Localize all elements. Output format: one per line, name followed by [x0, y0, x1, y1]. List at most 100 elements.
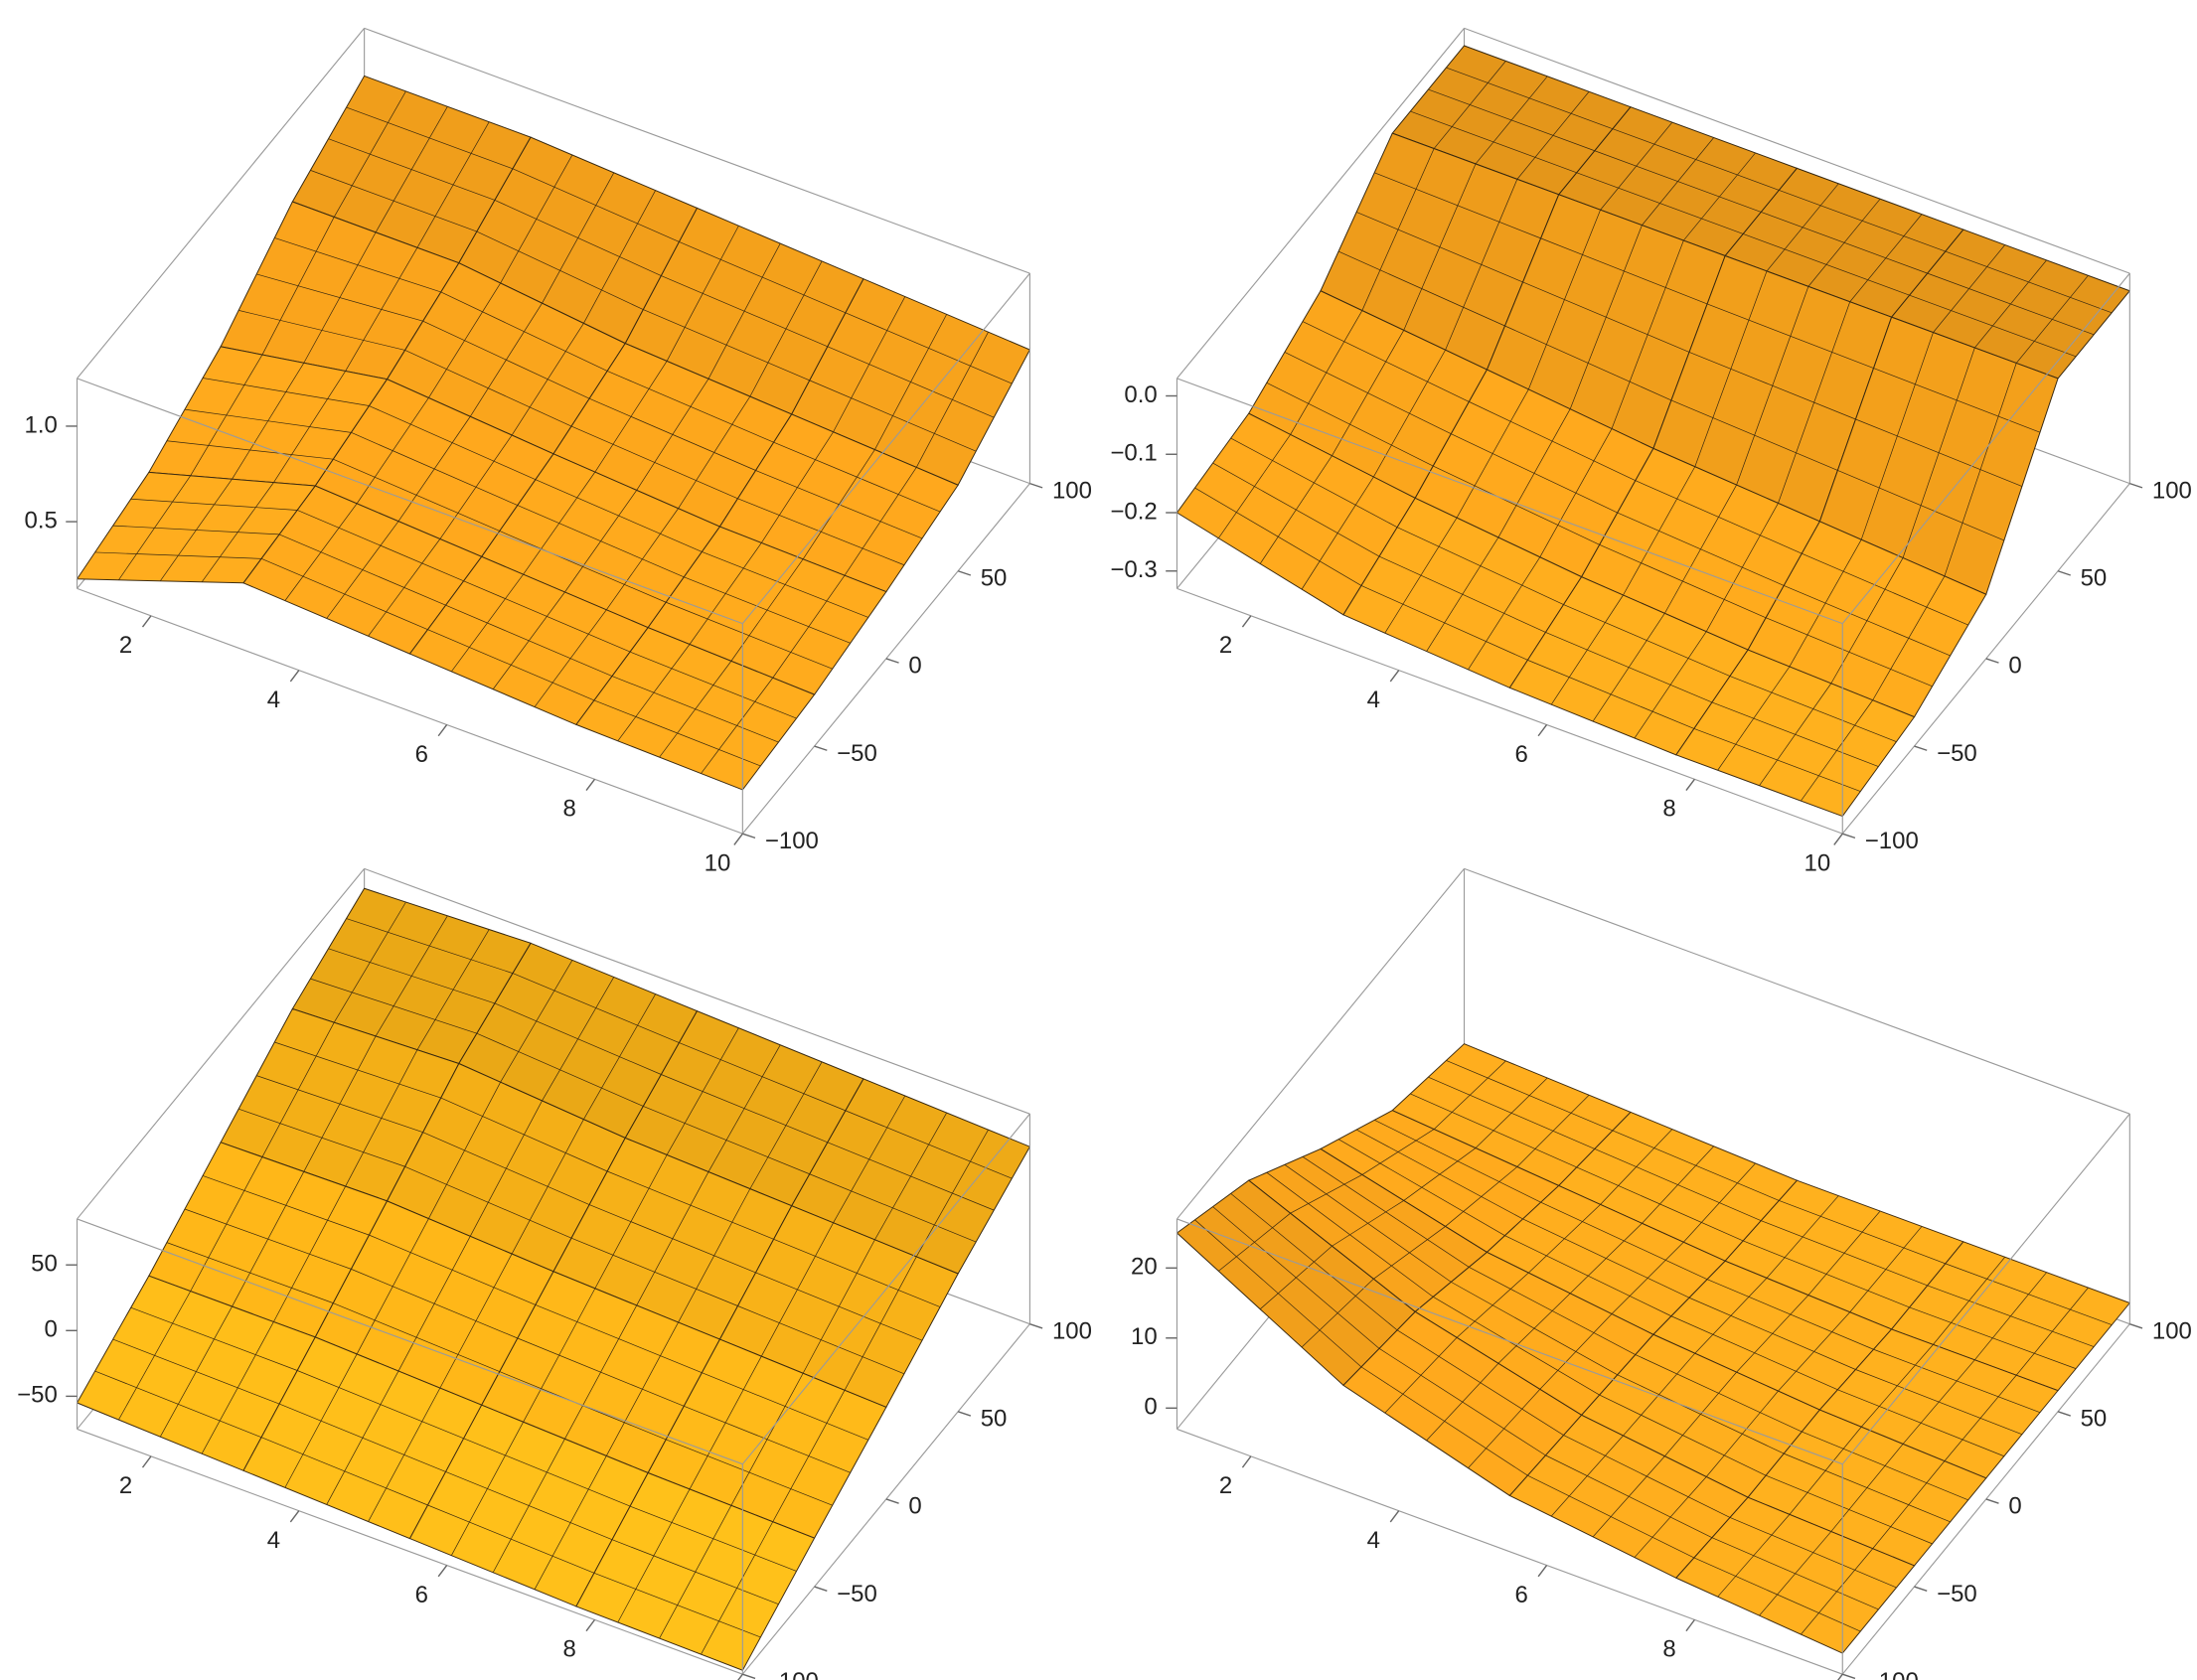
mesh-line [345, 247, 418, 372]
mesh-line [1778, 301, 1851, 504]
mesh-line [1396, 527, 1564, 605]
mesh-line [1355, 212, 1523, 283]
mesh-line [1635, 1354, 1803, 1433]
mesh-line [1545, 632, 1713, 703]
box-edge [1177, 1428, 1843, 1675]
box-edge [364, 867, 1030, 1115]
mesh-line [606, 508, 679, 611]
mesh-line [1784, 1452, 1951, 1523]
mesh-line [368, 1387, 441, 1522]
box-edge [77, 868, 366, 1220]
mesh-line [201, 482, 274, 582]
box-edge [1177, 378, 1843, 625]
y-tick-label: 0 [2008, 1493, 2021, 1520]
x-tick [1837, 1673, 1843, 1680]
y-tick [1029, 1323, 1043, 1329]
mesh-line [1302, 1156, 1470, 1268]
mesh-line [445, 1471, 613, 1541]
y-tick [885, 1498, 899, 1504]
box-edge [741, 1113, 1030, 1465]
mesh-line [772, 1390, 846, 1522]
mesh-line [1761, 1220, 1928, 1287]
mesh-line [422, 1132, 590, 1205]
mesh-line [1927, 272, 2095, 336]
mesh-line [1230, 437, 1398, 529]
mesh-line [534, 1455, 607, 1590]
mesh-line [1801, 1548, 1873, 1635]
z-tick-label: 0 [44, 1316, 57, 1343]
mesh-line [351, 1269, 518, 1339]
mesh-line [1635, 480, 1803, 554]
mesh-line [1705, 1390, 1779, 1477]
mesh-line [1212, 1206, 1380, 1349]
y-tick-label: 50 [2081, 565, 2108, 592]
mesh-line [583, 993, 656, 1120]
box-edge [1177, 587, 1843, 835]
x-tick [585, 778, 596, 792]
z-tick-label: 10 [1131, 1323, 1158, 1350]
mesh-line [1594, 150, 1762, 213]
mesh-line [1428, 88, 1595, 152]
z-tick-label: 50 [31, 1251, 58, 1278]
mesh-line [440, 291, 608, 372]
mesh-line [494, 200, 662, 276]
mesh-line [1301, 476, 1374, 590]
mesh-line [535, 479, 703, 552]
box-edge [741, 272, 1030, 625]
x-tick [141, 1455, 152, 1468]
mesh-line [1711, 701, 1879, 767]
x-tick-label: 2 [119, 632, 132, 659]
x-tick [1537, 724, 1548, 737]
mesh-line [1230, 1193, 1398, 1331]
mesh-line [1284, 352, 1452, 435]
mesh-line [1212, 462, 1380, 557]
y-tick [1985, 658, 1999, 664]
x-tick [1685, 1618, 1695, 1632]
x-tick [289, 1510, 300, 1523]
z-tick-label: −0.2 [1110, 498, 1157, 525]
mesh-line [702, 551, 868, 618]
box-edge [1841, 272, 2130, 625]
mesh-line [2015, 1287, 2089, 1376]
mesh-line [1378, 1348, 1546, 1456]
y-tick [1914, 745, 1928, 751]
mesh-line [1729, 676, 1897, 742]
mesh-line [1446, 67, 1614, 130]
mesh-line [1540, 1201, 1708, 1281]
y-tick-label: 100 [2152, 1317, 2192, 1344]
mesh-line [1540, 237, 1708, 305]
box-edge [1177, 28, 1465, 380]
mesh-line [827, 346, 995, 418]
mesh-line [422, 320, 590, 399]
mesh-line [1539, 1313, 1613, 1390]
mesh-line [1849, 1226, 1923, 1313]
mesh-line [445, 604, 613, 677]
mesh-line [1945, 1263, 2113, 1325]
mesh-line [256, 1075, 423, 1134]
mesh-line [1374, 1120, 1541, 1203]
surface-cell [1674, 1496, 1916, 1654]
mesh-line [351, 432, 518, 506]
box-edge [77, 587, 743, 835]
mesh-line [1446, 1060, 1614, 1132]
mesh-line [1688, 1297, 1856, 1370]
mesh-line [1778, 1311, 1851, 1392]
y-tick-label: 0 [908, 1493, 921, 1520]
x-tick [289, 670, 300, 683]
surface-plot: 2 4 6 8 10 −100 −50 0 50 100 0.5 1.0 [24, 27, 1092, 877]
mesh-line [772, 575, 846, 679]
mesh-line [1729, 1517, 1897, 1589]
mesh-line [1872, 1460, 1946, 1549]
y-tick-label: −50 [837, 1581, 877, 1607]
x-tick [1389, 1510, 1400, 1523]
mesh-line [1284, 1163, 1452, 1283]
mesh-line [1469, 401, 1636, 482]
y-tick-label: 0 [2008, 653, 2021, 680]
mesh-line [1378, 555, 1546, 633]
mesh-line [1784, 585, 1951, 657]
mesh-line [1683, 1162, 1756, 1243]
mesh-line [278, 534, 446, 606]
mesh-line [1705, 503, 1779, 632]
mesh-line [1802, 1431, 1968, 1501]
mesh-line [678, 1188, 751, 1323]
